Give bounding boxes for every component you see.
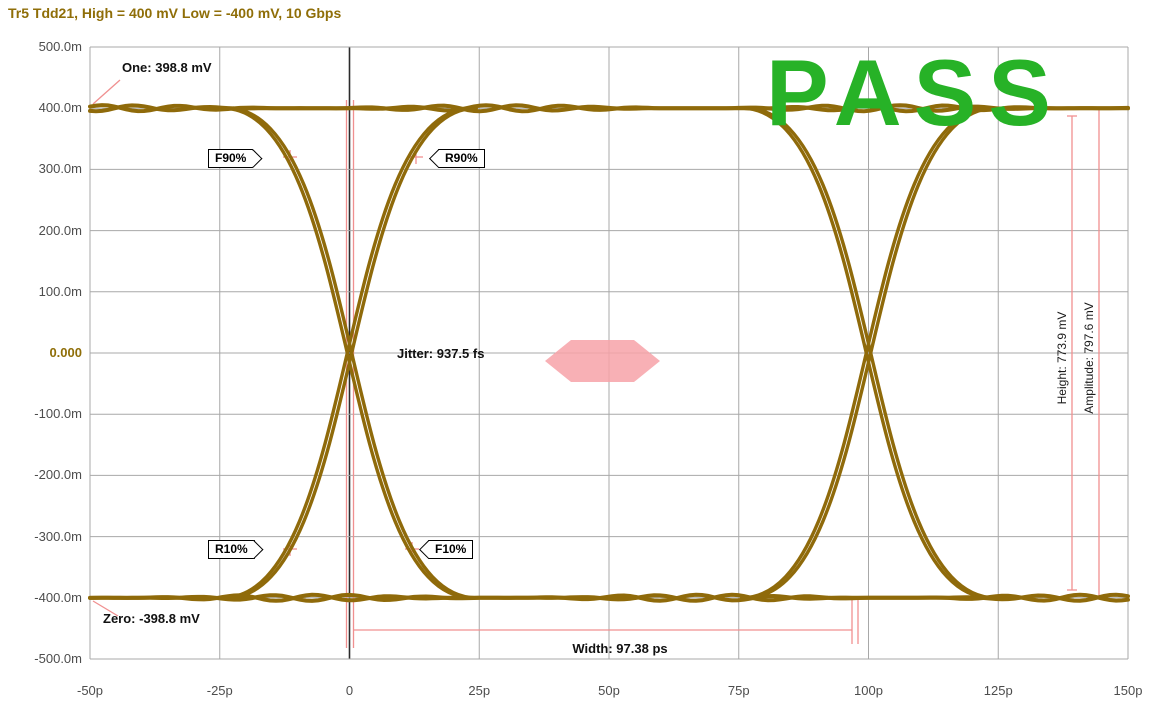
- x-tick-label: 50p: [598, 683, 620, 698]
- x-tick-label: 125p: [983, 683, 1013, 698]
- one-level-label: One: 398.8 mV: [122, 60, 212, 75]
- y-tick-label: 500.0m: [38, 39, 82, 54]
- x-tick-label: 0: [345, 683, 354, 698]
- y-tick-label: 400.0m: [38, 100, 82, 116]
- jitter-label: Jitter: 937.5 fs: [397, 346, 485, 361]
- y-tick-label: -200.0m: [34, 467, 82, 483]
- x-tick-label: 100p: [854, 683, 883, 698]
- y-tick-label: -100.0m: [34, 406, 82, 422]
- y-tick-label: -400.0m: [34, 589, 82, 605]
- marker-f90: F90%: [208, 149, 262, 168]
- x-tick-label: 25p: [468, 683, 491, 698]
- y-tick-label: -300.0m: [34, 528, 82, 544]
- x-tick-label: -25p: [206, 683, 233, 698]
- height-label: Height: 773.9 mV: [1055, 311, 1069, 405]
- width-label: Width: 97.38 ps: [572, 641, 668, 656]
- eye-waveform: [88, 103, 1130, 603]
- marker-r10: R10%: [208, 540, 264, 559]
- marker-r90: R90%: [429, 149, 485, 168]
- x-tick-label: 150p: [1113, 683, 1143, 698]
- marker-f10: F10%: [419, 540, 474, 559]
- y-tick-label: 200.0m: [38, 222, 82, 238]
- y-tick-label: 300.0m: [38, 161, 82, 177]
- eye-mask: [545, 340, 660, 382]
- x-tick-label: -50p: [76, 683, 104, 698]
- chart-title: Tr5 Tdd21, High = 400 mV Low = -400 mV, …: [8, 5, 342, 21]
- y-tick-label: -500.0m: [34, 651, 82, 666]
- x-tick-label: 75p: [727, 683, 750, 698]
- pass-badge: PASS: [766, 40, 1063, 145]
- y-tick-label: 0.000: [49, 345, 82, 360]
- y-tick-label: 100.0m: [38, 283, 82, 299]
- amplitude-label: Amplitude: 797.6 mV: [1082, 302, 1096, 414]
- zero-level-label: Zero: -398.8 mV: [103, 611, 200, 626]
